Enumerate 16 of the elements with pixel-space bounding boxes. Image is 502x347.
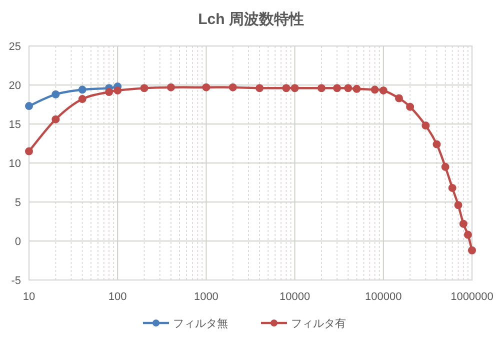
y-tick-label: -5 (11, 275, 21, 287)
y-tick-label: 0 (14, 236, 21, 248)
chart-title: Lch 周波数特性 (198, 11, 304, 28)
y-tick-label: 5 (14, 197, 21, 209)
x-tick-label: 100 (108, 291, 127, 303)
x-tick-label: 100000 (365, 291, 402, 303)
y-tick-label: 25 (8, 41, 21, 53)
y-tick-label: 20 (8, 80, 21, 92)
legend-label: フィルタ有 (291, 318, 346, 330)
x-tick-label: 1000000 (450, 291, 494, 303)
x-tick-label: 1000 (194, 291, 218, 303)
legend-label: フィルタ無 (173, 318, 228, 330)
x-tick-label: 10000 (280, 291, 310, 303)
y-tick-label: 10 (8, 158, 21, 170)
x-tick-label: 10 (22, 291, 36, 303)
y-tick-label: 15 (8, 119, 21, 131)
